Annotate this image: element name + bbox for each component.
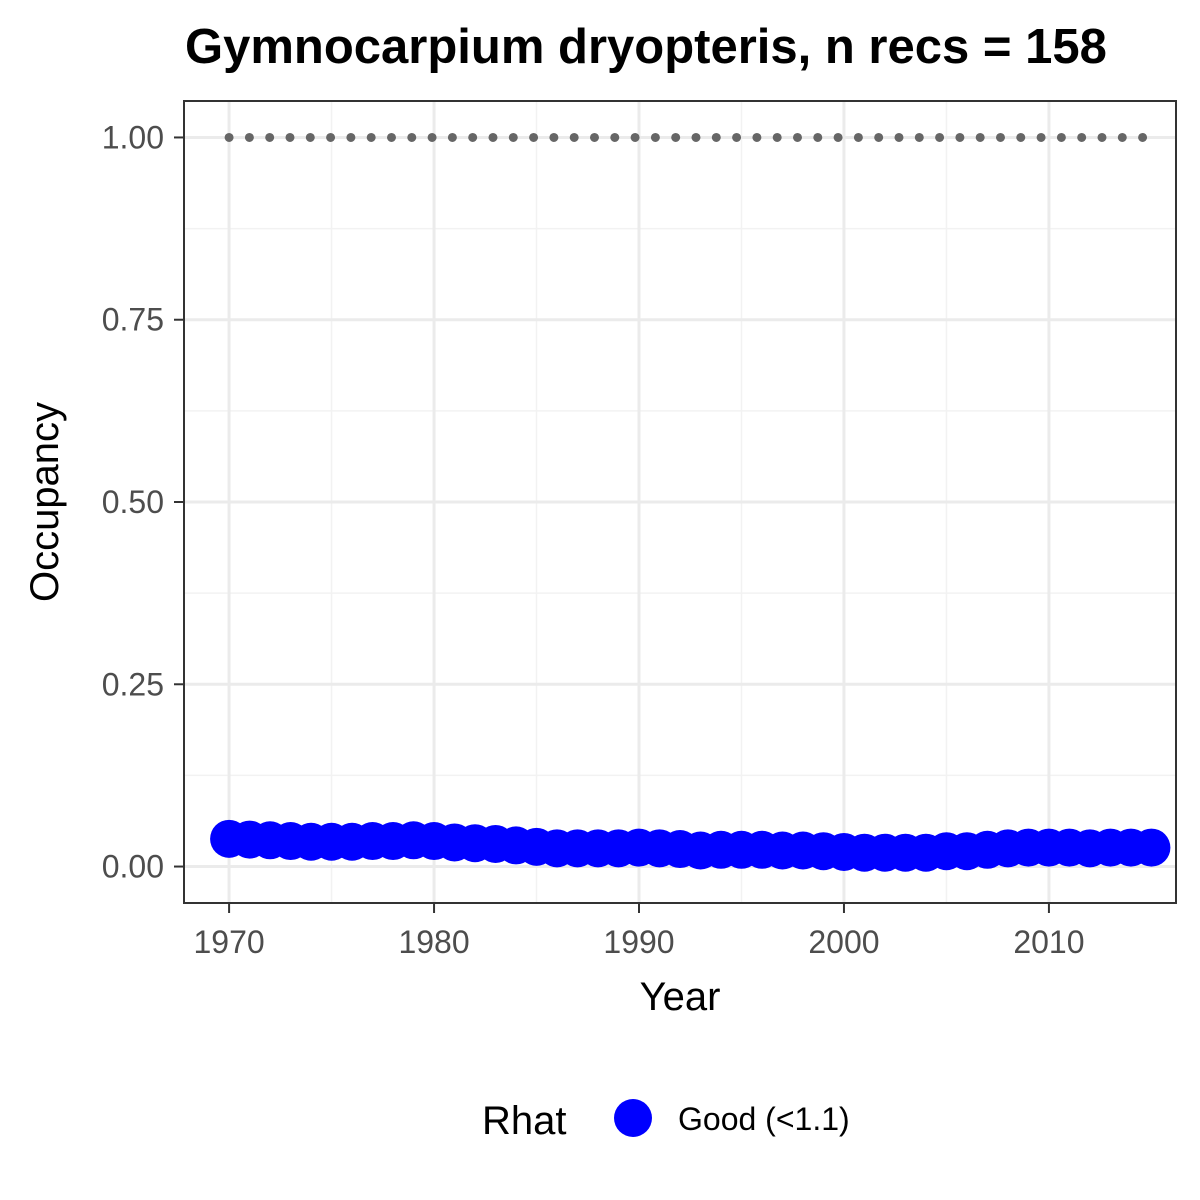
- x-axis-title: Year: [640, 975, 721, 1019]
- legend-title: Rhat: [482, 1099, 567, 1143]
- x-axis: 1970 1980 1990 2000 2010: [193, 903, 1085, 960]
- y-tick-label: 0.00: [102, 849, 164, 885]
- chart-title: Gymnocarpium dryopteris, n recs = 158: [185, 20, 1107, 74]
- legend-label-good: Good (<1.1): [678, 1101, 850, 1137]
- x-tick-label: 2000: [808, 924, 879, 960]
- major-gridlines: [184, 101, 1176, 903]
- data-point: [1132, 828, 1171, 867]
- y-axis-title: Occupancy: [23, 402, 67, 602]
- legend: Rhat Good (<1.1): [482, 1099, 850, 1143]
- y-tick-label: 0.75: [102, 302, 164, 338]
- x-tick-label: 1970: [193, 924, 264, 960]
- x-tick-label: 2010: [1013, 924, 1084, 960]
- y-tick-label: 0.25: [102, 666, 164, 702]
- y-tick-label: 1.00: [102, 119, 164, 155]
- y-tick-label: 0.50: [102, 484, 164, 520]
- x-tick-label: 1990: [603, 924, 674, 960]
- data-points: [210, 819, 1171, 872]
- x-tick-label: 1980: [398, 924, 469, 960]
- y-axis: 0.00 0.25 0.50 0.75 1.00: [102, 119, 184, 885]
- legend-key-good: [614, 1099, 652, 1137]
